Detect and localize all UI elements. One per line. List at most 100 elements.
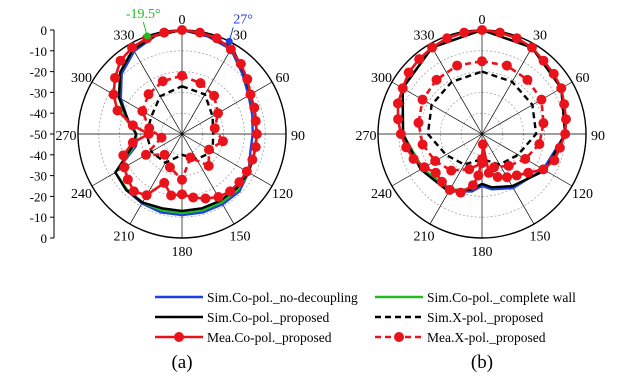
grid-spoke <box>91 81 183 135</box>
data-point <box>430 156 441 167</box>
legend-marker <box>394 332 404 342</box>
angle-tick-label: 30 <box>533 29 547 44</box>
data-point <box>534 139 545 150</box>
angle-tick-label: 180 <box>472 245 493 260</box>
grid-spoke <box>181 81 273 135</box>
data-point <box>213 108 224 119</box>
legend-label: Sim.Co-pol._complete wall <box>427 290 576 305</box>
annotation-leader <box>228 27 234 42</box>
data-point <box>209 123 220 134</box>
angle-tick-label: 270 <box>356 129 377 144</box>
data-point <box>241 166 252 177</box>
data-point <box>137 106 148 117</box>
data-point <box>538 55 549 66</box>
angle-tick-label: 60 <box>575 71 589 86</box>
angle-tick-label: 210 <box>414 229 435 244</box>
data-point <box>503 160 514 171</box>
angle-tick-label: 150 <box>530 229 551 244</box>
annotation-leader <box>142 21 148 37</box>
data-point <box>217 136 228 147</box>
series-line <box>426 70 538 166</box>
angle-tick-label: 330 <box>114 29 135 44</box>
angle-tick-label: 0 <box>479 13 486 28</box>
data-point <box>164 162 175 173</box>
data-point <box>110 72 121 83</box>
angle-tick-label: 270 <box>56 129 77 144</box>
angle-tick-label: 240 <box>371 187 392 202</box>
data-point <box>250 115 261 126</box>
data-point <box>489 162 500 173</box>
data-point <box>417 94 428 105</box>
series-line <box>145 85 215 164</box>
data-point <box>522 74 533 85</box>
data-point <box>141 190 152 201</box>
data-point <box>549 155 560 166</box>
data-point <box>477 158 487 169</box>
angle-tick-label: 180 <box>172 245 193 260</box>
data-point <box>225 44 236 55</box>
data-point <box>538 164 549 175</box>
radial-axis-a: 0 -10 -20 -30 -40 -50 -40 -30 -20 -10 0 <box>30 23 55 246</box>
data-point <box>118 150 129 161</box>
data-point <box>501 60 512 71</box>
data-point <box>177 70 187 81</box>
data-point <box>436 176 447 187</box>
grid-spoke <box>429 43 483 135</box>
angle-tick-label: 90 <box>291 129 305 144</box>
data-point <box>115 55 126 66</box>
data-point <box>177 174 187 185</box>
data-point <box>112 105 123 116</box>
data-point <box>177 189 187 200</box>
data-point <box>526 42 537 53</box>
data-point <box>560 114 571 125</box>
data-point <box>554 142 565 153</box>
data-point <box>444 184 455 195</box>
grid-spoke <box>429 133 483 225</box>
legend-marker <box>174 332 184 342</box>
data-point <box>144 123 155 134</box>
radial-tick-label: -40 <box>30 106 47 121</box>
grid-spoke <box>181 43 235 135</box>
data-point <box>459 27 470 38</box>
data-point <box>473 170 484 181</box>
data-point <box>122 174 133 185</box>
data-point <box>393 114 404 125</box>
series-line <box>112 28 259 200</box>
data-point <box>452 60 463 71</box>
panel-label-b: (b) <box>471 352 493 373</box>
grid-spoke <box>129 43 183 135</box>
data-point <box>536 94 547 105</box>
angle-tick-label: 120 <box>572 187 593 202</box>
grid-spoke <box>481 43 535 135</box>
data-point <box>427 42 438 53</box>
data-point <box>392 98 403 109</box>
data-point <box>143 89 154 100</box>
data-point <box>494 27 505 38</box>
angle-tick-label: 0 <box>179 13 186 28</box>
data-point <box>234 177 245 188</box>
data-point <box>419 162 430 173</box>
angle-tick-label: 60 <box>275 71 289 86</box>
radial-tick-label: -30 <box>30 169 47 184</box>
data-point <box>523 167 534 178</box>
data-point <box>477 56 487 67</box>
data-point <box>247 154 258 165</box>
data-point <box>251 129 262 139</box>
annotation-label: -19.5° <box>126 7 161 22</box>
data-point <box>195 78 206 89</box>
data-point <box>108 89 119 100</box>
data-point <box>464 164 475 175</box>
data-point <box>408 153 419 164</box>
data-point <box>467 180 478 191</box>
angle-tick-label: 150 <box>230 229 251 244</box>
legend-label: Mea.X-pol._proposed <box>427 330 546 345</box>
data-point <box>245 89 256 100</box>
radial-tick-label: -20 <box>30 65 47 80</box>
data-point <box>242 74 253 85</box>
data-point <box>177 25 187 35</box>
data-point <box>397 83 408 94</box>
legend-label: Sim.X-pol._proposed <box>427 310 543 325</box>
data-point <box>209 90 220 101</box>
radial-tick-label: -10 <box>30 44 47 59</box>
